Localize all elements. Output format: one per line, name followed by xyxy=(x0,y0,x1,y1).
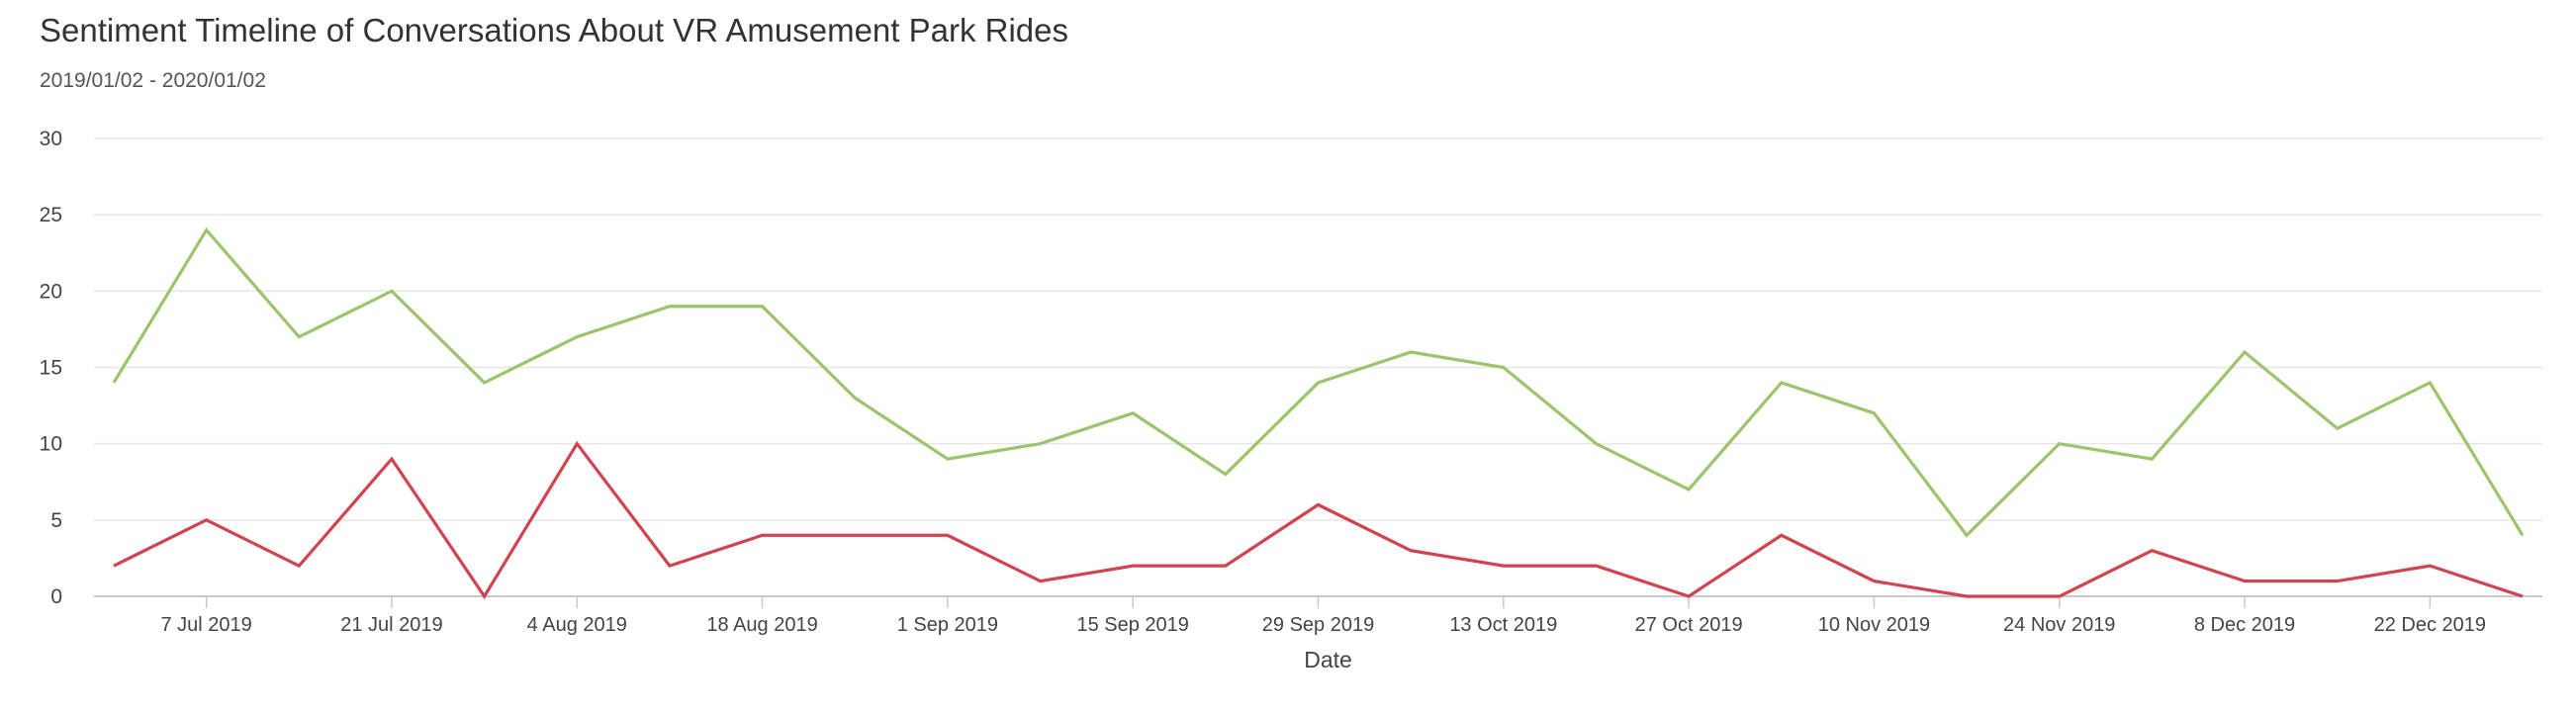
y-tick-label: 20 xyxy=(40,280,62,303)
x-tick-label: 24 Nov 2019 xyxy=(2003,614,2115,636)
chart-title: Sentiment Timeline of Conversations Abou… xyxy=(40,12,1068,48)
y-tick-label: 0 xyxy=(50,585,62,608)
gridlines xyxy=(94,137,2542,597)
y-tick-label: 30 xyxy=(40,128,62,150)
y-tick-label: 15 xyxy=(40,357,62,380)
x-tick-label: 27 Oct 2019 xyxy=(1635,614,1743,636)
x-tick-label: 29 Sep 2019 xyxy=(1262,614,1374,636)
x-tick-label: 1 Sep 2019 xyxy=(897,614,998,636)
y-axis: 0 5 10 15 20 25 30 xyxy=(40,128,62,608)
x-axis: 7 Jul 2019 21 Jul 2019 4 Aug 2019 18 Aug 20… xyxy=(161,596,2486,636)
y-tick-label: 25 xyxy=(40,204,62,226)
x-tick-label: 10 Nov 2019 xyxy=(1818,614,1930,636)
y-tick-label: 5 xyxy=(50,509,62,532)
x-tick-label: 4 Aug 2019 xyxy=(527,614,627,636)
x-axis-title: Date xyxy=(1304,647,1352,672)
chart-subtitle: 2019/01/02 - 2020/01/02 xyxy=(40,69,266,92)
x-tick-label: 18 Aug 2019 xyxy=(706,614,817,636)
x-tick-label: 7 Jul 2019 xyxy=(161,614,252,636)
x-tick-label: 8 Dec 2019 xyxy=(2194,614,2295,636)
x-tick-label: 15 Sep 2019 xyxy=(1076,614,1188,636)
series-lines xyxy=(112,226,2525,599)
y-tick-label: 10 xyxy=(40,433,62,456)
x-tick-label: 22 Dec 2019 xyxy=(2374,614,2486,636)
x-tick-label: 21 Jul 2019 xyxy=(340,614,442,636)
x-tick-label: 13 Oct 2019 xyxy=(1449,614,1557,636)
